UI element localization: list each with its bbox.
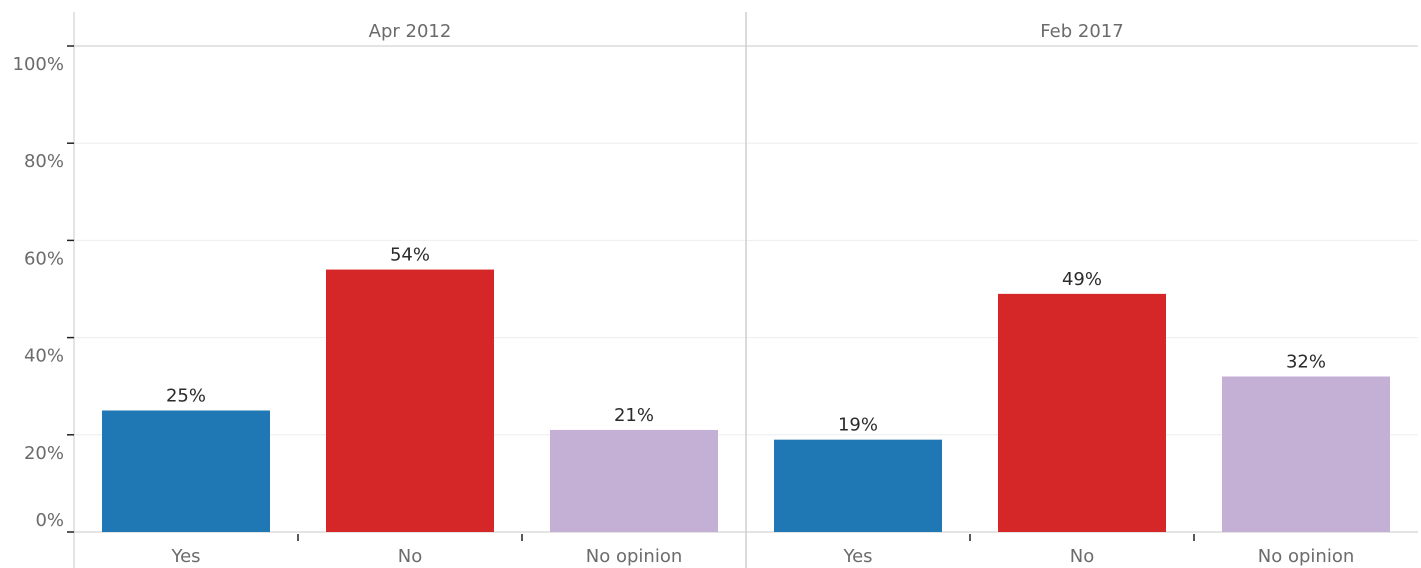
data-label: 21% [614, 405, 654, 426]
panel-titles: Apr 2012 Feb 2017 [369, 21, 1124, 42]
data-label: 19% [838, 415, 878, 436]
bars [102, 269, 1390, 532]
panel-title: Feb 2017 [1040, 21, 1123, 42]
bar-no-opinion [1222, 376, 1390, 532]
data-label: 25% [166, 386, 206, 407]
data-label: 54% [390, 245, 430, 266]
x-tick-label: No opinion [586, 546, 682, 567]
x-tick-label: Yes [170, 546, 200, 567]
x-axis: Yes No No opinion Yes No No opinion [170, 534, 1354, 567]
y-tick-label: 80% [24, 151, 64, 172]
bar-yes [102, 410, 270, 532]
x-tick-label: Yes [842, 546, 872, 567]
y-tick-label: 100% [13, 54, 64, 75]
bar-no [998, 293, 1166, 532]
data-labels: 25% 54% 21% 19% 49% 32% [166, 245, 1326, 436]
bar-no [326, 269, 494, 532]
y-tick-label: 60% [24, 248, 64, 269]
bar-yes [774, 439, 942, 532]
axes [73, 12, 1418, 568]
bar-no-opinion [550, 429, 718, 532]
data-label: 32% [1286, 351, 1326, 372]
y-tick-label: 20% [24, 443, 64, 464]
y-axis: 0% 20% 40% 60% 80% 100% [13, 45, 74, 533]
x-tick-label: No opinion [1258, 546, 1354, 567]
data-label: 49% [1062, 269, 1102, 290]
y-tick-label: 0% [35, 510, 64, 531]
x-tick-label: No [1070, 546, 1094, 567]
panel-title: Apr 2012 [369, 21, 452, 42]
y-tick-label: 40% [24, 346, 64, 367]
x-tick-label: No [398, 546, 422, 567]
